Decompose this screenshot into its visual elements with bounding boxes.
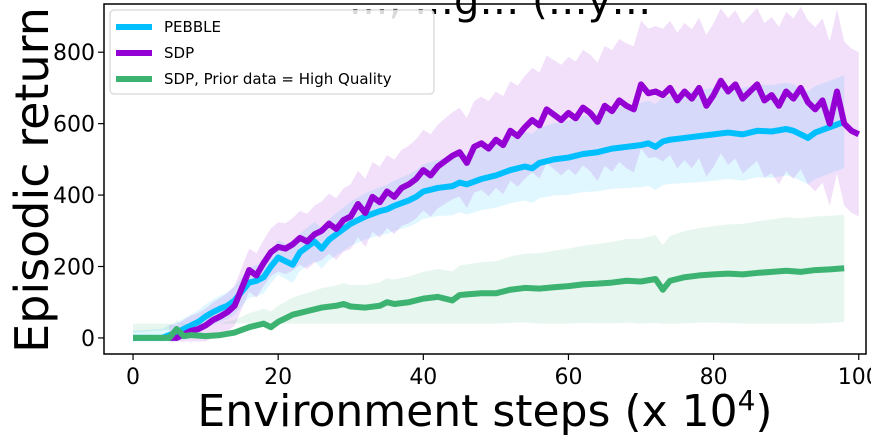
y-tick-label: 600 [53,113,95,138]
legend-label: PEBBLE [164,18,221,36]
x-tick-label: 80 [700,365,728,390]
series-line-1 [133,119,846,341]
legend-label: SDP, Prior data = High Quality [164,70,392,88]
plot-frame [103,3,867,355]
band-3 [133,214,845,333]
x-tick-label: 60 [554,365,582,390]
x-tick-label: 0 [126,365,140,390]
x-axis-label-superscript: 4 [738,384,756,417]
y-tick-label: 800 [53,41,95,66]
x-axis-ticks: 0 20 40 60 80 100 [126,354,871,390]
legend-label: SDP [164,44,194,62]
legend-items: PEBBLE SDP SDP, Prior data = High Quality [116,18,392,88]
series-line-3 [133,265,845,341]
x-axis-label-group: Environment steps (x 104) [197,384,772,437]
y-tick-label: 0 [81,327,95,352]
x-tick-label: 20 [264,365,292,390]
series-lines [133,77,861,341]
legend: PEBBLE SDP SDP, Prior data = High Quality [109,9,435,95]
x-axis-label-close: ) [755,386,772,437]
x-axis-label: Environment steps (x 10 [197,386,737,437]
series-line-2 [169,77,861,341]
y-axis-ticks: 0 200 400 600 800 [53,41,104,352]
legend-box [109,9,435,95]
x-tick-label: 100 [838,365,871,390]
y-tick-label: 200 [53,256,95,281]
x-tick-label: 40 [409,365,437,390]
y-tick-label: 400 [53,184,95,209]
y-axis-label: Episodic return [5,7,59,353]
